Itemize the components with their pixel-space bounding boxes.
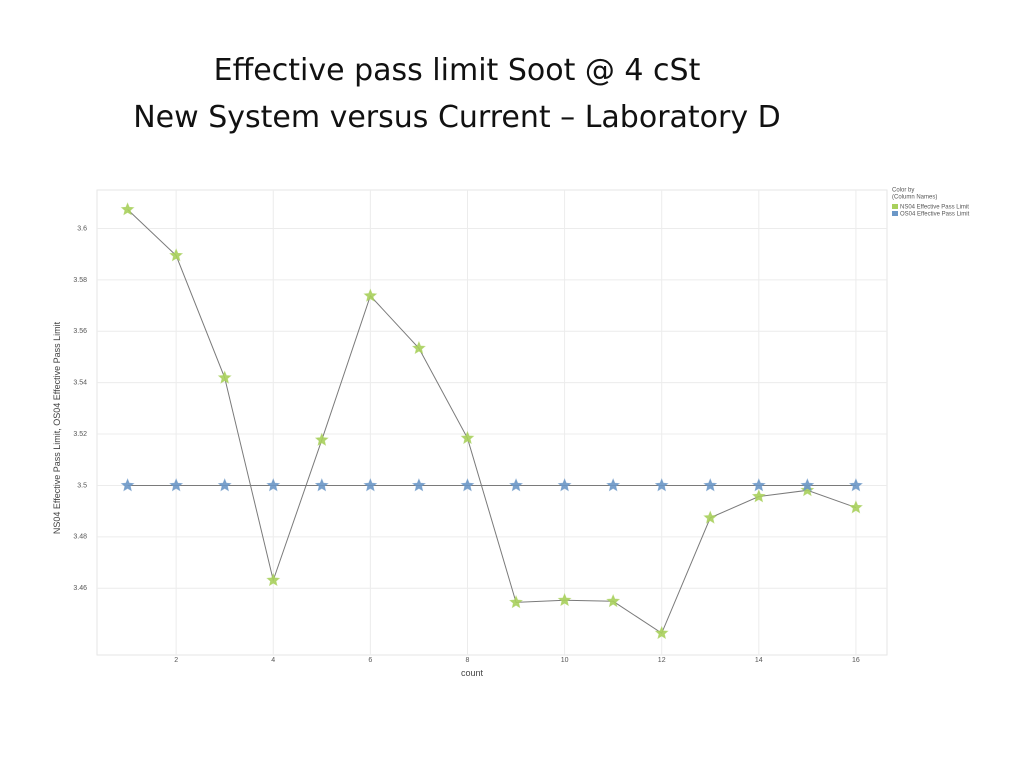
legend-title: Color by: [892, 188, 914, 194]
data-point: [411, 478, 426, 492]
data-point: [120, 478, 135, 492]
data-point: [703, 478, 718, 492]
data-point: [169, 248, 184, 262]
data-point: [266, 572, 281, 587]
data-point: [751, 478, 766, 492]
data-point: [703, 510, 718, 524]
x-axis-label: count: [461, 668, 484, 678]
y-tick-label: 3.58: [73, 277, 87, 284]
data-point: [848, 500, 863, 514]
data-point: [460, 430, 475, 445]
x-tick-label: 6: [368, 657, 372, 664]
data-point: [848, 478, 863, 492]
chart-title: New System versus Current – Laboratory D: [133, 100, 781, 135]
y-tick-label: 3.54: [73, 380, 87, 387]
data-point: [509, 595, 523, 609]
data-point: [509, 478, 523, 492]
data-point: [314, 478, 329, 492]
legend-label: NS04 Effective Pass Limit: [900, 205, 969, 211]
series-line: [127, 209, 857, 634]
data-point: [557, 592, 572, 607]
data-point: [314, 432, 329, 446]
x-tick-label: 14: [755, 657, 763, 664]
data-point: [654, 478, 669, 492]
data-point: [606, 478, 621, 492]
data-point: [800, 483, 815, 497]
y-tick-label: 3.48: [73, 534, 87, 541]
legend-title: (Column Names): [892, 195, 937, 201]
x-tick-label: 4: [271, 657, 275, 664]
data-point: [460, 478, 475, 492]
data-point: [363, 478, 378, 492]
data-point: [266, 478, 281, 492]
y-tick-label: 3.52: [73, 431, 87, 438]
x-tick-label: 10: [561, 657, 569, 664]
data-point: [411, 340, 426, 355]
y-tick-label: 3.5: [77, 482, 87, 489]
y-tick-label: 3.46: [73, 585, 87, 592]
legend-swatch: [892, 204, 898, 209]
data-point: [654, 625, 669, 640]
y-axis-label: NS04 Effective Pass Limit, OS04 Effectiv…: [52, 321, 62, 534]
data-point: [217, 370, 232, 384]
x-tick-label: 12: [658, 657, 666, 664]
x-tick-label: 8: [466, 657, 470, 664]
data-point: [751, 489, 766, 503]
x-tick-label: 16: [852, 657, 860, 664]
data-point: [120, 202, 135, 216]
chart-title: Effective pass limit Soot @ 4 cSt: [214, 53, 701, 88]
data-point: [800, 478, 815, 492]
plot-area: [96, 189, 888, 656]
data-point: [557, 478, 572, 492]
legend-label: OS04 Effective Pass Limit: [900, 212, 970, 218]
data-point: [169, 478, 184, 492]
data-point: [363, 288, 378, 302]
y-tick-label: 3.56: [73, 328, 87, 335]
data-point: [606, 594, 621, 608]
x-tick-label: 2: [174, 657, 178, 664]
legend-swatch: [892, 211, 898, 216]
data-point: [217, 478, 232, 492]
y-tick-label: 3.6: [77, 225, 87, 232]
